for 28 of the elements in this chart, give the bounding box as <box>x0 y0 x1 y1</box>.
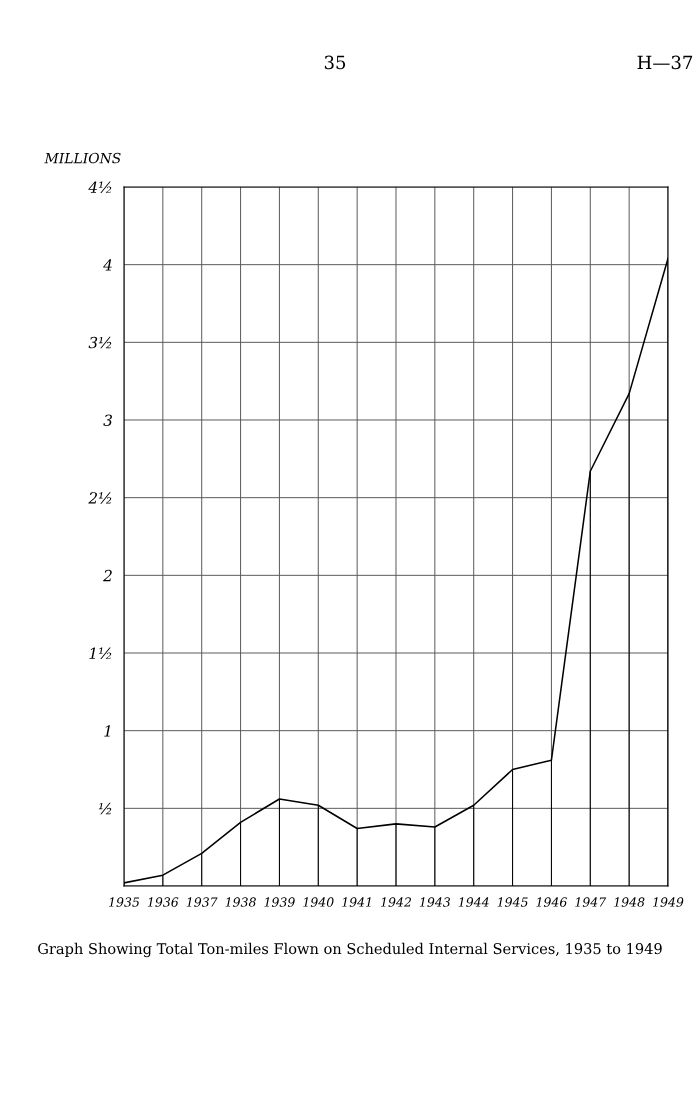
text: H—37 <box>637 55 693 70</box>
x-tick-label: 1944 <box>458 897 489 907</box>
y-tick-label: ½ <box>98 802 112 815</box>
y-tick-label: 4 <box>103 259 112 271</box>
x-tick-label: 1936 <box>147 897 179 907</box>
y-axis-title: MILLIONS <box>44 152 121 164</box>
text: Graph Showing Total Ton-miles Flown on Scheduled Internal Services, 1935 to 1949 <box>38 942 662 958</box>
y-tick-label: 3 <box>103 414 112 427</box>
y-tick-label: 2 <box>103 569 112 582</box>
y-tick-label: 1½ <box>89 647 112 660</box>
x-tick-label: 1935 <box>108 897 140 907</box>
x-tick-label: 1945 <box>497 897 528 907</box>
x-tick-label: 1942 <box>380 897 412 907</box>
y-tick-label: 3½ <box>88 336 112 349</box>
x-tick-label: 1946 <box>536 897 567 907</box>
x-tick-label: 1941 <box>342 897 371 907</box>
y-tick-label: 1 <box>104 725 110 737</box>
x-tick-label: 1937 <box>186 897 218 907</box>
y-tick-label: 2½ <box>88 492 112 504</box>
x-tick-label: 1939 <box>264 897 295 907</box>
x-tick-label: 1943 <box>419 897 451 907</box>
x-tick-label: 1947 <box>575 897 607 907</box>
text: 35 <box>324 55 346 70</box>
x-tick-label: 1940 <box>303 897 334 907</box>
x-tick-label: 1949 <box>652 897 684 907</box>
x-tick-label: 1938 <box>225 897 256 907</box>
y-tick-label: 4½ <box>88 181 112 194</box>
x-tick-label: 1948 <box>614 897 645 907</box>
